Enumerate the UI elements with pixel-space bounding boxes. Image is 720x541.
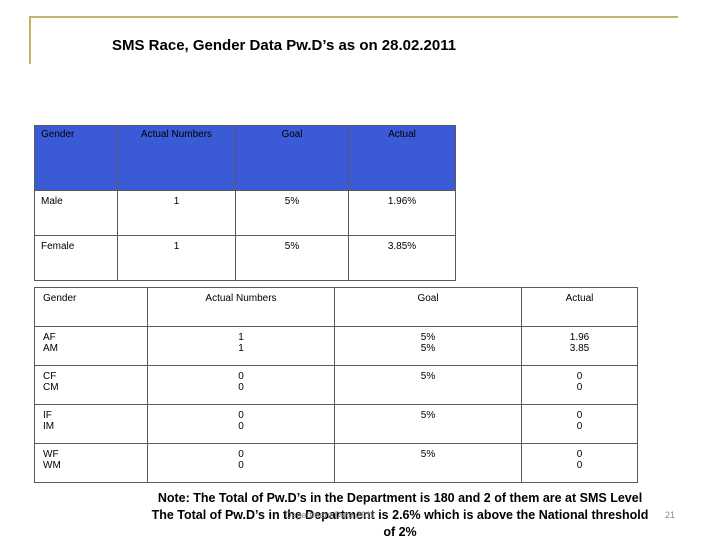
- header-actual: Actual: [521, 287, 638, 327]
- header-actual-numbers: Actual Numbers: [117, 125, 236, 191]
- cell-goal: 5%: [334, 365, 522, 405]
- header-goal: Goal: [235, 125, 349, 191]
- page-title: SMS Race, Gender Data Pw.D’s as on 28.02…: [112, 37, 457, 54]
- footnote-line-3: of 2%: [383, 525, 417, 539]
- cell-gender: CF CM: [34, 365, 148, 405]
- cell-gender: WF WM: [34, 443, 148, 483]
- table-row: Male 1 5% 1.96%: [34, 190, 456, 236]
- cell-actual: 1.96%: [348, 190, 456, 236]
- breakdown-table-header: Gender Actual Numbers Goal Actual: [34, 287, 638, 327]
- summary-table-header: Gender Actual Numbers Goal Actual: [34, 125, 456, 191]
- header-gender: Gender: [34, 287, 148, 327]
- frame-left-border: [29, 16, 31, 64]
- cell-gender: IF IM: [34, 404, 148, 444]
- cell-actual-numbers: 1: [117, 235, 236, 281]
- header-goal: Goal: [334, 287, 522, 327]
- cell-gender: Male: [34, 190, 118, 236]
- breakdown-table: Gender Actual Numbers Goal Actual AF AM 1…: [34, 287, 638, 483]
- frame-top-border: [29, 16, 678, 18]
- cell-actual: 1.96 3.85: [521, 326, 638, 366]
- header-actual: Actual: [348, 125, 456, 191]
- header-actual-numbers: Actual Numbers: [147, 287, 335, 327]
- cell-actual: 3.85%: [348, 235, 456, 281]
- cell-goal: 5% 5%: [334, 326, 522, 366]
- summary-table: Gender Actual Numbers Goal Actual Male 1…: [34, 125, 456, 281]
- cell-goal: 5%: [235, 235, 349, 281]
- slide-footer-date: Department Date 2011: [285, 510, 376, 520]
- footnote-line-1: Note: The Total of Pw.D’s in the Departm…: [157, 491, 643, 505]
- cell-goal: 5%: [334, 443, 522, 483]
- cell-goal: 5%: [334, 404, 522, 444]
- table-row: Female 1 5% 3.85%: [34, 235, 456, 281]
- footnote-line-2: The Total of Pw.D’s in the Department is…: [151, 508, 649, 522]
- page-number: 21: [665, 510, 676, 520]
- cell-goal: 5%: [235, 190, 349, 236]
- cell-gender: AF AM: [34, 326, 148, 366]
- cell-actual-numbers: 1: [117, 190, 236, 236]
- cell-gender: Female: [34, 235, 118, 281]
- header-gender: Gender: [34, 125, 118, 191]
- footnote: Note: The Total of Pw.D’s in the Departm…: [80, 490, 720, 541]
